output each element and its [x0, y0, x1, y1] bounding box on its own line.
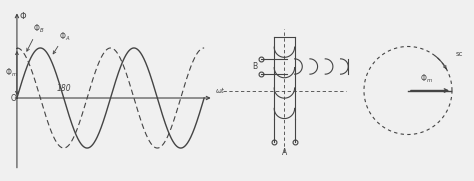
Text: B: B	[252, 62, 257, 71]
Text: A: A	[282, 148, 287, 157]
Text: 180: 180	[56, 84, 71, 93]
Text: $\Phi_m$: $\Phi_m$	[5, 67, 18, 79]
Text: sc: sc	[456, 51, 463, 57]
Text: $\Phi_m$: $\Phi_m$	[420, 73, 433, 85]
Text: $\Phi_B$: $\Phi_B$	[33, 23, 45, 35]
Text: $\Phi_A$: $\Phi_A$	[59, 30, 70, 43]
Text: $\Phi$: $\Phi$	[19, 10, 27, 21]
Text: O: O	[10, 94, 16, 102]
Text: $\omega t$: $\omega t$	[215, 85, 226, 95]
